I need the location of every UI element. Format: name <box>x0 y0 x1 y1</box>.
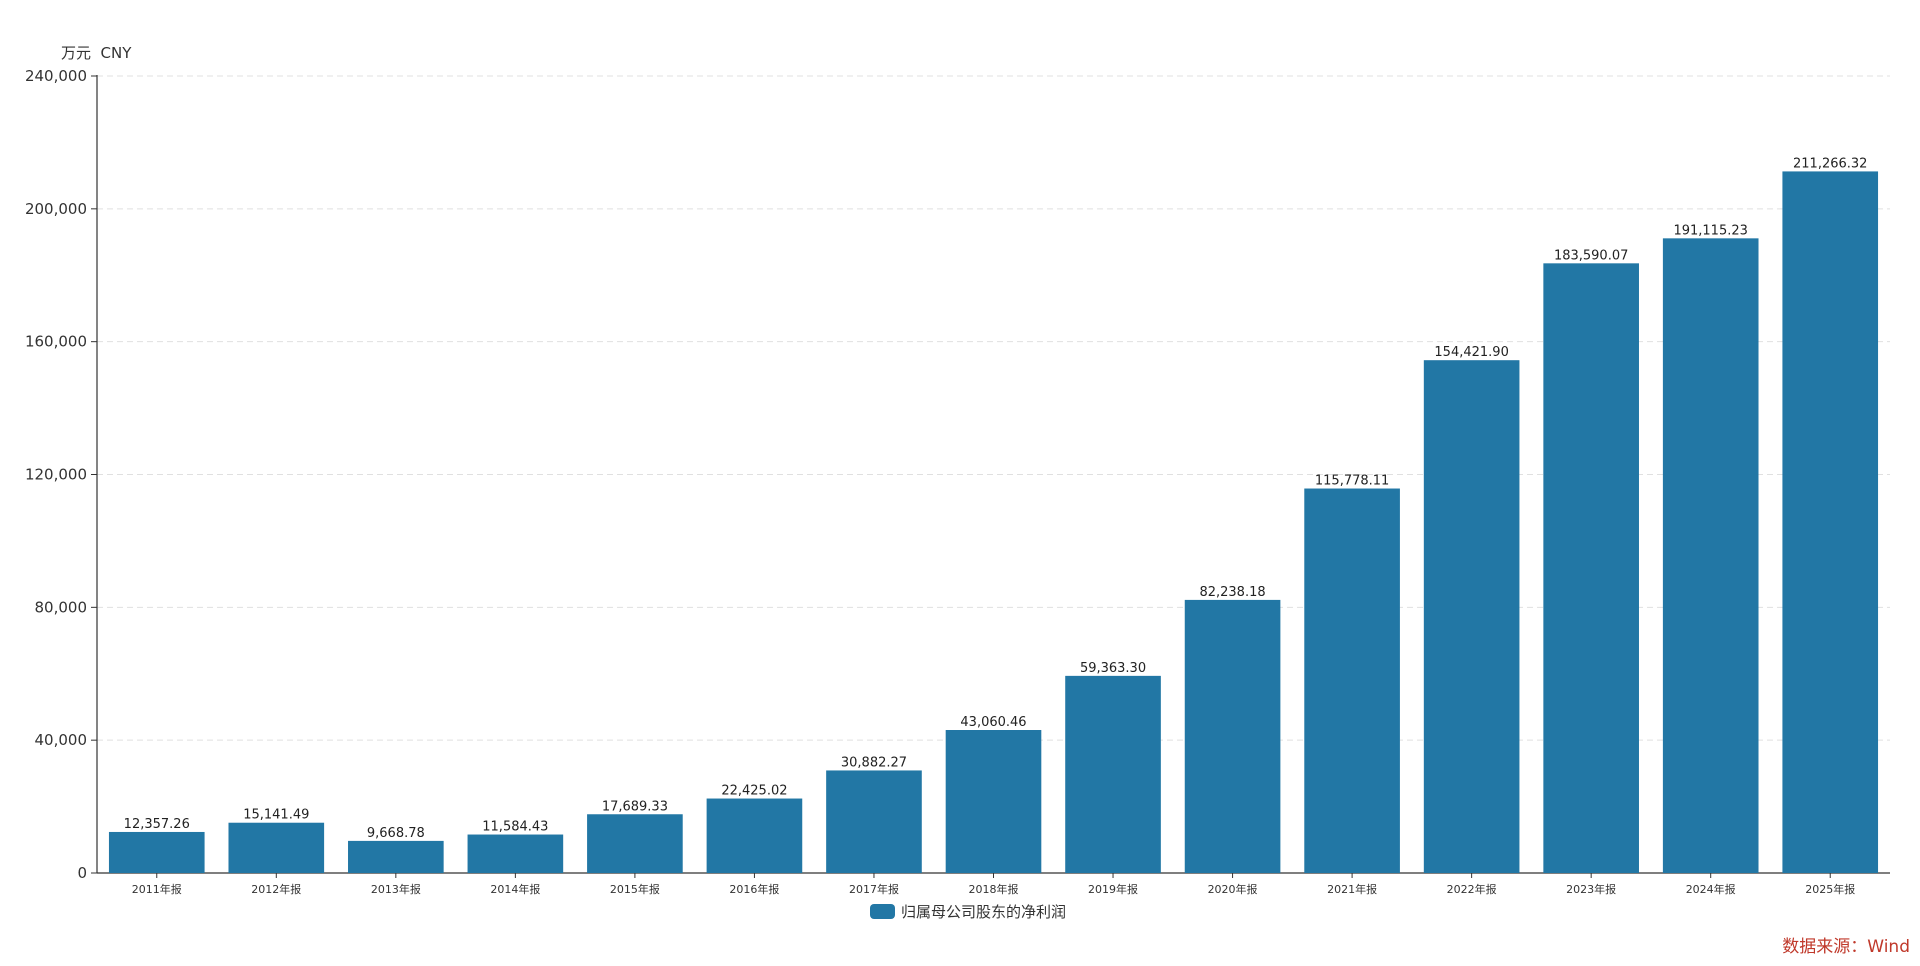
x-tick-label: 2016年报 <box>729 882 779 896</box>
bar <box>1543 263 1639 873</box>
legend[interactable]: 归属母公司股东的净利润 <box>870 901 1066 922</box>
bar-data-label: 183,590.07 <box>1554 248 1628 263</box>
x-tick-label: 2015年报 <box>610 882 660 896</box>
bar-data-label: 211,266.32 <box>1793 156 1867 171</box>
y-tick-label: 120,000 <box>25 466 87 484</box>
bar-data-label: 82,238.18 <box>1199 585 1265 600</box>
bar-data-label: 12,357.26 <box>124 817 190 832</box>
x-tick-label: 2013年报 <box>371 882 421 896</box>
bar-data-label: 17,689.33 <box>602 799 668 814</box>
bar <box>826 770 922 873</box>
y-tick-label: 160,000 <box>25 333 87 351</box>
bar-data-label: 9,668.78 <box>367 826 425 841</box>
bar-data-label: 30,882.27 <box>841 755 907 770</box>
bar-data-label: 115,778.11 <box>1315 474 1389 489</box>
bar <box>1662 238 1759 873</box>
y-tick-label: 80,000 <box>35 598 88 616</box>
x-tick-label: 2025年报 <box>1805 882 1855 896</box>
x-tick-label: 2023年报 <box>1566 882 1616 896</box>
bar-data-label: 154,421.90 <box>1434 345 1508 360</box>
bar <box>587 814 683 873</box>
x-tick-label: 2019年报 <box>1088 882 1138 896</box>
bar <box>348 840 444 873</box>
y-tick-label: 240,000 <box>25 67 87 85</box>
legend-label: 归属母公司股东的净利润 <box>901 903 1067 921</box>
bar <box>1782 171 1879 873</box>
x-tick-label: 2018年报 <box>969 882 1019 896</box>
x-tick-label: 2017年报 <box>849 882 899 896</box>
y-axis-unit-label: 万元 CNY <box>61 44 132 62</box>
bar-data-label: 11,584.43 <box>482 820 548 835</box>
y-tick-label: 0 <box>77 864 87 882</box>
bar <box>1423 360 1520 873</box>
bar-data-label: 59,363.30 <box>1080 661 1146 676</box>
bar-data-label: 15,141.49 <box>243 808 309 823</box>
x-tick-label: 2012年报 <box>251 882 301 896</box>
x-tick-label: 2024年报 <box>1686 882 1736 896</box>
bar <box>467 834 564 873</box>
x-tick-label: 2022年报 <box>1447 882 1497 896</box>
data-source-note: 数据来源：Wind <box>1782 937 1910 957</box>
bar <box>1065 675 1161 873</box>
bar-data-label: 43,060.46 <box>960 715 1026 730</box>
bar <box>1184 599 1281 873</box>
x-tick-label: 2011年报 <box>132 882 182 896</box>
x-tick-label: 2020年报 <box>1208 882 1258 896</box>
x-tick-label: 2021年报 <box>1327 882 1377 896</box>
x-tick-label: 2014年报 <box>490 882 540 896</box>
bar-data-label: 191,115.23 <box>1673 223 1747 238</box>
bar <box>228 822 325 873</box>
bar <box>108 831 205 873</box>
bar <box>945 730 1042 873</box>
y-tick-label: 200,000 <box>25 200 87 218</box>
legend-swatch <box>870 904 895 919</box>
bar <box>706 798 803 873</box>
y-tick-label: 40,000 <box>35 731 88 749</box>
bar-data-label: 22,425.02 <box>721 784 787 799</box>
bar <box>1304 488 1400 873</box>
